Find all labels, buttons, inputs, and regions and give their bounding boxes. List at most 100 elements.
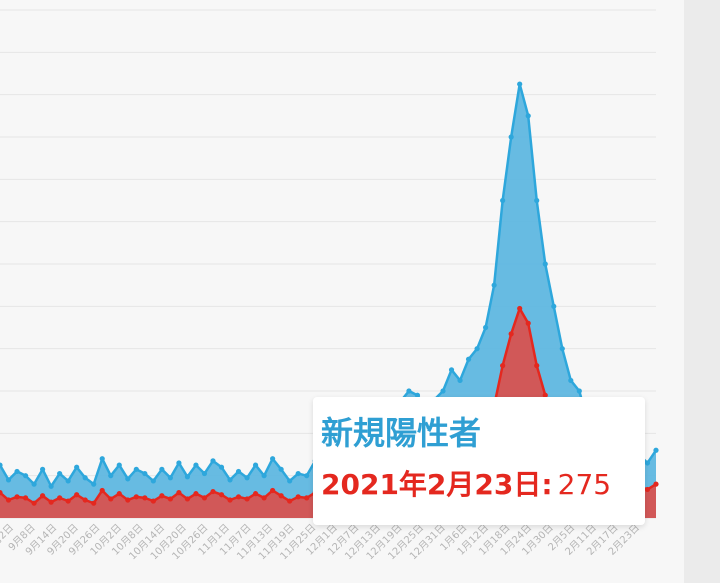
data-point[interactable] xyxy=(48,483,54,489)
data-point[interactable] xyxy=(244,496,250,502)
data-point[interactable] xyxy=(108,473,114,479)
data-point[interactable] xyxy=(159,466,165,472)
data-point[interactable] xyxy=(235,468,242,475)
data-point[interactable] xyxy=(644,486,651,493)
data-point[interactable] xyxy=(193,462,199,468)
data-point[interactable] xyxy=(576,388,582,394)
data-point[interactable] xyxy=(5,497,12,503)
data-point[interactable] xyxy=(653,447,659,453)
data-point[interactable] xyxy=(65,498,71,504)
data-point[interactable] xyxy=(448,367,455,373)
data-point[interactable] xyxy=(91,481,97,487)
data-point[interactable] xyxy=(406,388,412,394)
data-point[interactable] xyxy=(559,346,565,352)
data-point[interactable] xyxy=(457,377,463,384)
data-point[interactable] xyxy=(184,474,191,480)
data-point[interactable] xyxy=(542,261,548,267)
data-point[interactable] xyxy=(644,460,651,466)
data-point[interactable] xyxy=(295,470,301,477)
data-point[interactable] xyxy=(150,498,156,504)
data-point[interactable] xyxy=(0,490,3,496)
data-point[interactable] xyxy=(57,495,63,501)
data-point[interactable] xyxy=(218,464,225,470)
data-point[interactable] xyxy=(252,491,259,497)
data-point[interactable] xyxy=(551,303,557,309)
data-point[interactable] xyxy=(176,490,182,496)
data-point[interactable] xyxy=(525,320,531,326)
data-point[interactable] xyxy=(295,494,301,500)
data-point[interactable] xyxy=(22,495,29,501)
data-point[interactable] xyxy=(91,500,97,506)
data-point[interactable] xyxy=(270,456,276,462)
data-point[interactable] xyxy=(159,493,165,499)
data-point[interactable] xyxy=(40,466,46,472)
data-point[interactable] xyxy=(99,487,105,494)
data-point[interactable] xyxy=(82,497,88,503)
data-point[interactable] xyxy=(227,497,233,503)
data-point[interactable] xyxy=(304,473,310,479)
data-point[interactable] xyxy=(465,356,472,362)
data-point[interactable] xyxy=(116,462,122,468)
data-point[interactable] xyxy=(167,496,173,502)
data-point[interactable] xyxy=(99,456,105,462)
data-point[interactable] xyxy=(210,488,216,495)
data-point[interactable] xyxy=(22,473,29,479)
data-point[interactable] xyxy=(176,460,182,466)
data-point[interactable] xyxy=(167,475,173,481)
data-point[interactable] xyxy=(74,492,80,498)
data-point[interactable] xyxy=(474,346,480,352)
data-point[interactable] xyxy=(270,487,276,494)
data-point[interactable] xyxy=(517,81,523,87)
data-point[interactable] xyxy=(252,462,259,468)
data-point[interactable] xyxy=(116,491,122,497)
data-point[interactable] xyxy=(568,377,574,384)
data-point[interactable] xyxy=(201,470,208,477)
data-point[interactable] xyxy=(500,363,506,369)
data-point[interactable] xyxy=(261,473,267,479)
data-point[interactable] xyxy=(201,495,208,501)
data-point[interactable] xyxy=(525,113,531,119)
data-point[interactable] xyxy=(261,495,267,501)
data-point[interactable] xyxy=(414,392,421,398)
data-point[interactable] xyxy=(133,466,139,472)
data-point[interactable] xyxy=(508,331,514,337)
data-point[interactable] xyxy=(133,494,139,500)
data-point[interactable] xyxy=(48,499,54,505)
data-point[interactable] xyxy=(142,495,148,501)
data-point[interactable] xyxy=(278,466,284,472)
data-point[interactable] xyxy=(14,468,20,475)
data-point[interactable] xyxy=(653,481,659,487)
data-point[interactable] xyxy=(74,464,80,470)
data-point[interactable] xyxy=(517,305,523,312)
data-point[interactable] xyxy=(31,500,37,506)
data-point[interactable] xyxy=(193,491,199,497)
data-point[interactable] xyxy=(125,497,131,503)
data-point[interactable] xyxy=(227,477,233,483)
data-point[interactable] xyxy=(542,392,548,398)
data-point[interactable] xyxy=(108,496,114,502)
data-point[interactable] xyxy=(500,197,506,204)
data-point[interactable] xyxy=(150,478,156,484)
data-point[interactable] xyxy=(235,494,242,500)
data-point[interactable] xyxy=(14,494,20,500)
data-point[interactable] xyxy=(287,478,293,484)
data-point[interactable] xyxy=(534,363,540,369)
data-point[interactable] xyxy=(287,498,293,504)
data-point[interactable] xyxy=(184,496,191,502)
data-point[interactable] xyxy=(304,495,310,501)
data-point[interactable] xyxy=(508,134,514,140)
data-point[interactable] xyxy=(244,475,250,481)
data-point[interactable] xyxy=(5,477,12,483)
data-point[interactable] xyxy=(218,492,225,498)
data-point[interactable] xyxy=(210,458,216,464)
data-point[interactable] xyxy=(491,282,497,288)
data-point[interactable] xyxy=(40,493,46,499)
data-point[interactable] xyxy=(483,324,489,331)
data-point[interactable] xyxy=(57,470,63,477)
data-point[interactable] xyxy=(65,478,71,484)
data-point[interactable] xyxy=(534,197,540,204)
data-point[interactable] xyxy=(125,476,131,482)
data-point[interactable] xyxy=(142,470,148,477)
data-point[interactable] xyxy=(0,462,3,468)
data-point[interactable] xyxy=(82,475,88,481)
